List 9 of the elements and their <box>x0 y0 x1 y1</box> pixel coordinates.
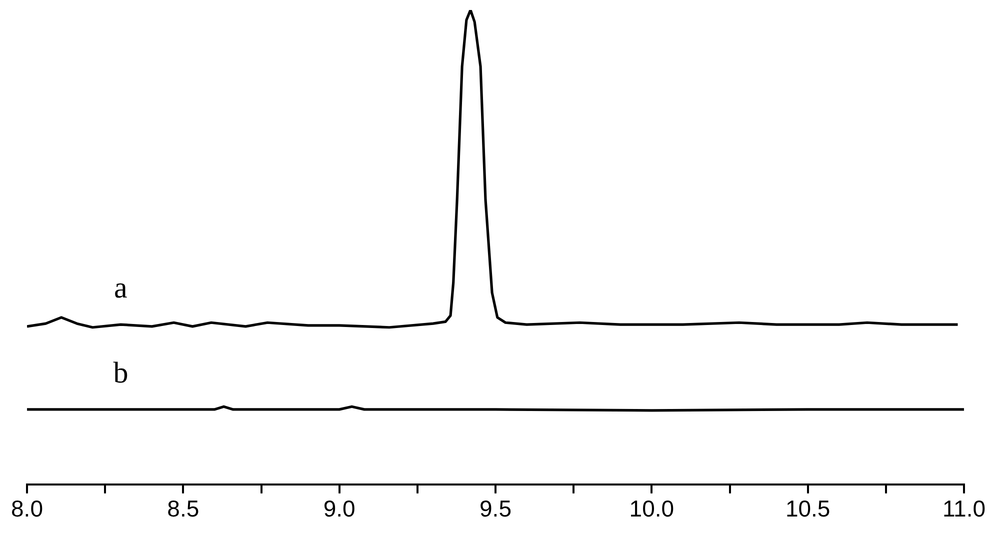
x-tick-label: 11.0 <box>942 496 986 522</box>
x-tick-label: 10.0 <box>629 496 674 522</box>
x-tick-label: 8.0 <box>11 496 43 522</box>
x-tick-label: 9.0 <box>323 496 356 522</box>
series-label: a <box>114 271 128 304</box>
series-label: b <box>113 356 128 390</box>
x-tick-label: 9.5 <box>480 496 512 522</box>
x-tick-label: 8.5 <box>167 496 200 522</box>
x-tick-label: 10.5 <box>785 496 830 522</box>
